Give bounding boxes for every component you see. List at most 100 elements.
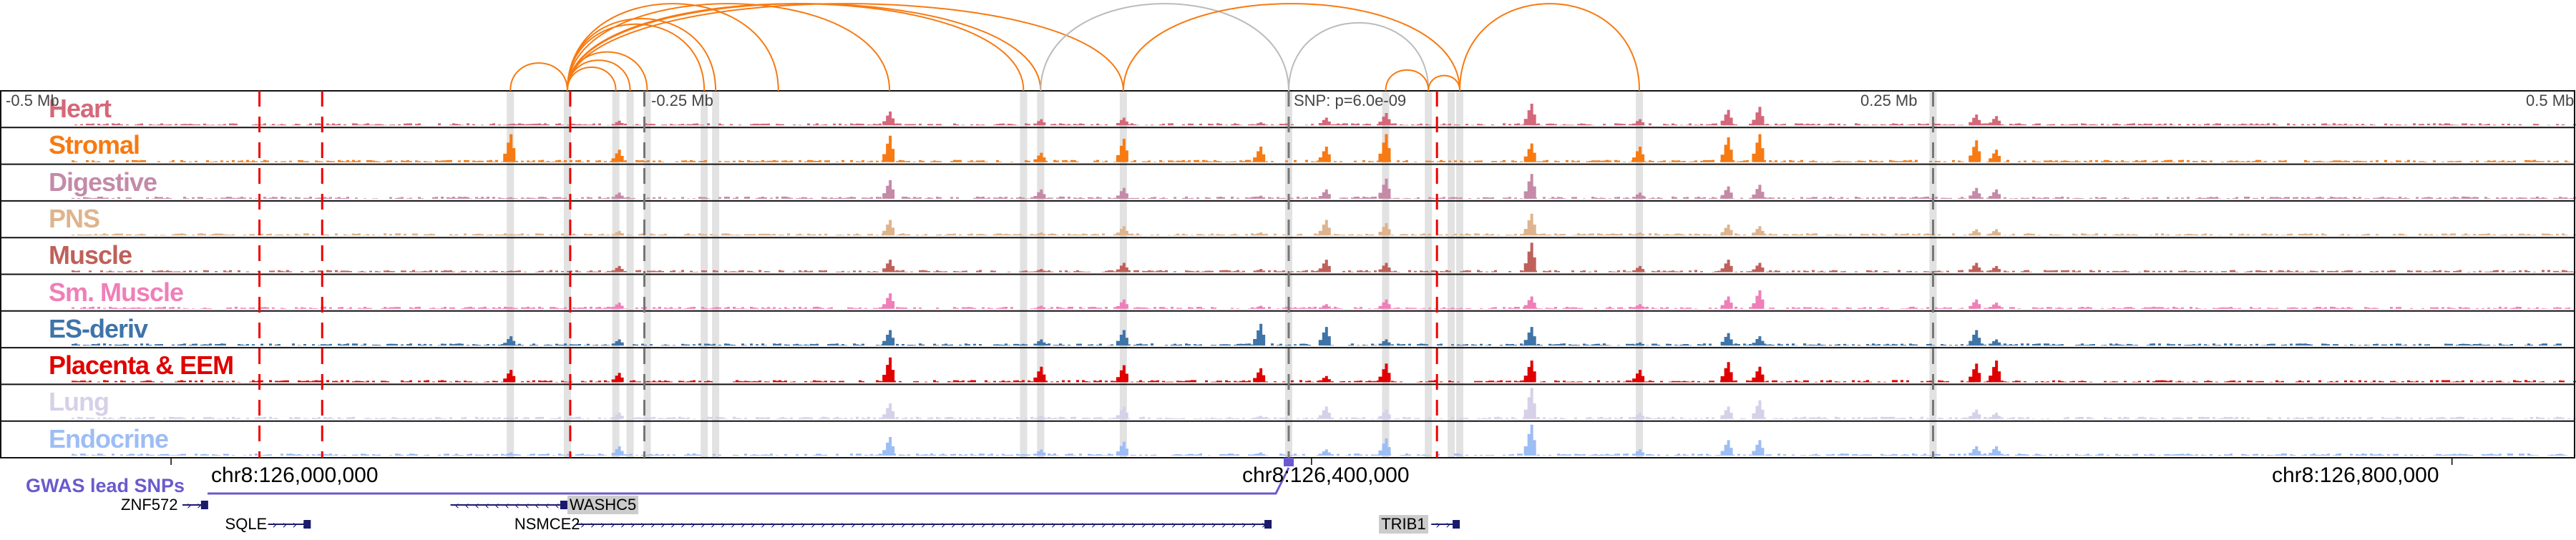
signal-peak bbox=[1523, 296, 1536, 309]
coordinate-label: chr8:126,000,000 bbox=[211, 463, 379, 487]
gwas-track-label: GWAS lead SNPs bbox=[26, 475, 185, 496]
signal-peak bbox=[1378, 178, 1391, 199]
signal-peak bbox=[503, 124, 516, 126]
signal-peak bbox=[882, 135, 895, 162]
gene-label-trib1[interactable]: TRIB1 bbox=[1379, 515, 1428, 534]
signal-peak bbox=[611, 149, 624, 162]
signal-peak bbox=[1116, 365, 1128, 383]
signal-peak bbox=[1632, 304, 1645, 309]
signal-peak bbox=[611, 446, 624, 456]
gene-label-znf572[interactable]: ZNF572 bbox=[121, 496, 178, 514]
track-label-endocrine: Endocrine bbox=[49, 423, 169, 453]
signal-peak bbox=[1523, 143, 1536, 162]
snp-pvalue-label: SNP: p=6.0e-09 bbox=[1294, 92, 1407, 109]
strand-arrow-icon: › bbox=[721, 518, 725, 531]
strand-arrow-icon: ‹ bbox=[545, 499, 550, 512]
strand-arrow-icon: › bbox=[1221, 518, 1226, 531]
signal-peak bbox=[1318, 146, 1331, 162]
signal-peak bbox=[1318, 327, 1331, 346]
signal-peak bbox=[1116, 299, 1128, 309]
signal-peak bbox=[1523, 174, 1536, 199]
signal-peak bbox=[1253, 368, 1266, 383]
strand-arrow-icon: › bbox=[851, 518, 855, 531]
signal-background-sm-muscle bbox=[72, 306, 2570, 309]
gwas-link-line bbox=[208, 467, 1290, 495]
axis-label-0.25mb: 0.25 Mb bbox=[1860, 92, 1918, 109]
coordinate-label: chr8:126,800,000 bbox=[2272, 463, 2439, 487]
chromatin-loop-arc bbox=[566, 3, 779, 92]
signal-peak bbox=[1318, 304, 1331, 309]
strand-arrow-icon: › bbox=[811, 518, 815, 531]
signal-peak bbox=[611, 120, 624, 126]
strand-arrow-icon: › bbox=[701, 518, 705, 531]
signal-peak bbox=[882, 330, 895, 346]
signal-peak bbox=[1253, 452, 1266, 456]
signal-peak bbox=[882, 260, 895, 273]
gene-exon bbox=[1453, 520, 1460, 529]
track-label-heart: Heart bbox=[49, 94, 112, 123]
signal-peak bbox=[1968, 409, 1981, 419]
strand-arrow-icon: › bbox=[1211, 518, 1216, 531]
strand-arrow-icon: ‹ bbox=[535, 499, 540, 512]
chromatin-loop-arc bbox=[1287, 21, 1430, 92]
chromatin-loop-arc bbox=[566, 3, 1042, 92]
strand-arrow-icon: › bbox=[771, 518, 775, 531]
track-label-es-deriv: ES-deriv bbox=[49, 313, 148, 343]
signal-peak bbox=[1378, 134, 1391, 162]
signal-peak bbox=[1116, 406, 1128, 419]
gene-label-washc5[interactable]: WASHC5 bbox=[567, 496, 639, 514]
strand-arrow-icon: › bbox=[1435, 518, 1440, 531]
signal-peak bbox=[1968, 114, 1981, 126]
chromatin-loop-arc bbox=[566, 51, 648, 92]
strand-arrow-icon: › bbox=[951, 518, 955, 531]
signal-peak bbox=[1523, 360, 1536, 383]
signal-peak bbox=[882, 180, 895, 199]
signal-peak bbox=[503, 197, 516, 199]
signal-peak bbox=[1116, 226, 1128, 236]
gene-label-sqle[interactable]: SQLE bbox=[225, 515, 268, 533]
signal-peak bbox=[1989, 446, 2001, 456]
strand-arrow-icon: ‹ bbox=[475, 499, 479, 512]
strand-arrow-icon: ‹ bbox=[515, 499, 519, 512]
signal-peak bbox=[1632, 342, 1645, 346]
signal-peak bbox=[1752, 440, 1765, 456]
signal-peak bbox=[1033, 269, 1046, 273]
signal-peak bbox=[503, 234, 516, 236]
signal-peak bbox=[1752, 366, 1765, 383]
strand-arrow-icon: › bbox=[981, 518, 985, 531]
signal-peak bbox=[1989, 360, 2001, 383]
gene-label-nsmce2[interactable]: NSMCE2 bbox=[514, 515, 580, 533]
strand-arrow-icon: › bbox=[1121, 518, 1126, 531]
strand-arrow-icon: › bbox=[691, 518, 695, 531]
strand-arrow-icon: › bbox=[610, 518, 615, 531]
strand-arrow-icon: › bbox=[911, 518, 915, 531]
strand-arrow-icon: › bbox=[791, 518, 795, 531]
signal-peak bbox=[882, 111, 895, 126]
strand-arrow-icon: › bbox=[991, 518, 995, 531]
signal-peak bbox=[1968, 187, 1981, 199]
strand-arrow-icon: › bbox=[1191, 518, 1196, 531]
chromatin-loop-arc bbox=[566, 3, 891, 92]
signal-peak bbox=[1752, 336, 1765, 346]
signal-peak bbox=[1116, 441, 1128, 456]
signal-peak bbox=[1253, 195, 1266, 199]
strand-arrow-icon: › bbox=[821, 518, 825, 531]
strand-arrow-icon: › bbox=[293, 518, 297, 531]
strand-arrow-icon: › bbox=[1041, 518, 1045, 531]
strand-arrow-icon: › bbox=[1445, 518, 1450, 531]
chromatin-loop-arc bbox=[1385, 69, 1430, 92]
strand-arrow-icon: ‹ bbox=[505, 499, 509, 512]
signal-peak bbox=[1632, 265, 1645, 273]
signal-peak bbox=[1989, 116, 2001, 126]
track-label-lung: Lung bbox=[49, 387, 109, 417]
strand-arrow-icon: › bbox=[590, 518, 595, 531]
signal-peak bbox=[1033, 119, 1046, 126]
signal-peak bbox=[1523, 424, 1536, 456]
strand-arrow-icon: › bbox=[680, 518, 685, 531]
strand-arrow-icon: ‹ bbox=[485, 499, 489, 512]
track-label-muscle: Muscle bbox=[49, 240, 132, 270]
signal-peak bbox=[1752, 400, 1765, 419]
signal-peak bbox=[1116, 117, 1128, 126]
signal-peak bbox=[1752, 185, 1765, 199]
signal-peak bbox=[1523, 242, 1536, 273]
